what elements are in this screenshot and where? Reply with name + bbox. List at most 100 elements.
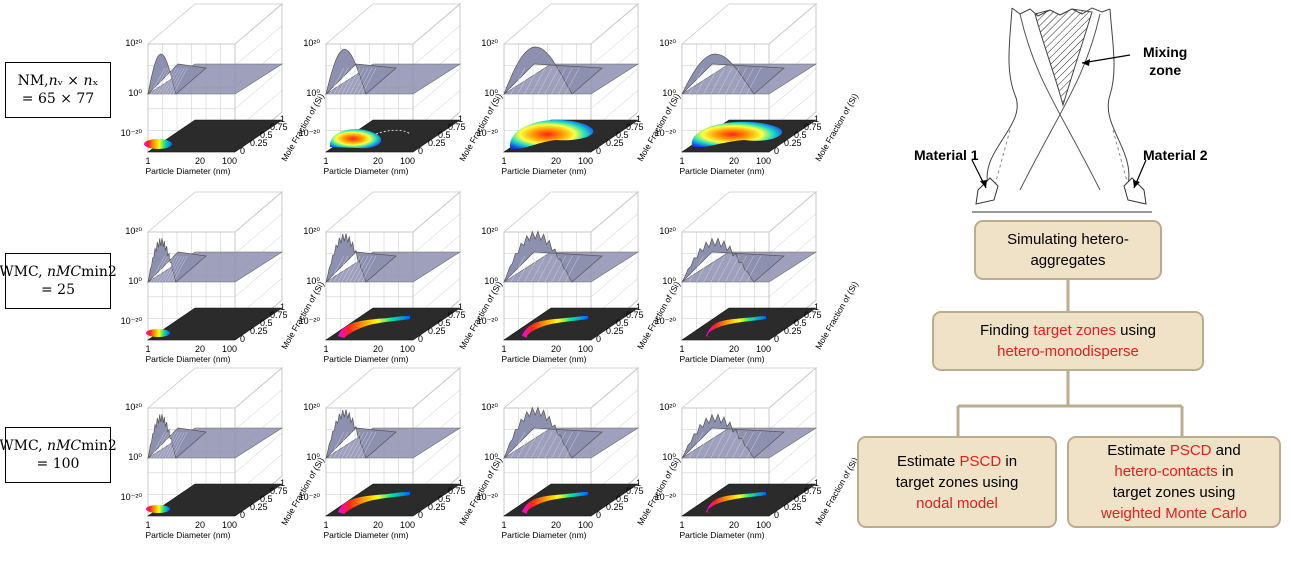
svg-text:0.25: 0.25	[250, 138, 268, 148]
svg-text:10⁰: 10⁰	[662, 88, 676, 98]
svg-text:Particle Diameter (nm): Particle Diameter (nm)	[323, 530, 408, 540]
svg-text:100: 100	[400, 344, 415, 354]
highlight-target-zones: target zones	[1033, 322, 1116, 339]
svg-text:10⁰: 10⁰	[306, 452, 320, 462]
row-label-line: = 65 × 77	[21, 91, 95, 107]
svg-text:10⁻²⁰: 10⁻²⁰	[299, 128, 321, 138]
row-label-line: = 25	[41, 282, 75, 298]
svg-text:0.75: 0.75	[270, 486, 288, 496]
svg-text:0.25: 0.25	[428, 138, 446, 148]
mixing-zone	[1034, 8, 1093, 107]
svg-text:100: 100	[578, 156, 593, 166]
svg-text:1: 1	[323, 156, 328, 166]
svg-text:1: 1	[458, 114, 463, 124]
svg-text:20: 20	[729, 344, 739, 354]
svg-text:20: 20	[551, 520, 561, 530]
svg-text:0: 0	[240, 334, 245, 344]
svg-text:10⁰: 10⁰	[128, 452, 142, 462]
row-label-line: WMC, 𝑛𝑀𝐶min2	[0, 438, 117, 454]
svg-text:10⁰: 10⁰	[128, 276, 142, 286]
svg-text:1: 1	[679, 156, 684, 166]
svg-text:10²⁰: 10²⁰	[125, 402, 142, 412]
svg-text:0.75: 0.75	[626, 310, 644, 320]
svg-text:Particle Diameter (nm): Particle Diameter (nm)	[679, 166, 764, 176]
svg-text:0.5: 0.5	[794, 130, 807, 140]
flow-box-simulating: Simulating hetero- aggregates	[974, 220, 1162, 280]
svg-text:0.75: 0.75	[804, 486, 822, 496]
svg-text:10⁰: 10⁰	[484, 88, 498, 98]
svg-text:10⁻²⁰: 10⁻²⁰	[121, 316, 143, 326]
highlight-nodal-model: nodal model	[916, 494, 998, 512]
mixing-zone-label: Mixing zone	[1143, 44, 1188, 78]
svg-text:0.5: 0.5	[438, 318, 451, 328]
svg-text:Particle Diameter (nm): Particle Diameter (nm)	[145, 354, 230, 364]
svg-text:10⁻²⁰: 10⁻²⁰	[655, 316, 677, 326]
svg-text:1: 1	[679, 344, 684, 354]
svg-text:10⁰: 10⁰	[484, 452, 498, 462]
svg-text:10²⁰: 10²⁰	[303, 38, 320, 48]
svg-text:0: 0	[596, 510, 601, 520]
svg-text:0.5: 0.5	[616, 130, 629, 140]
highlight-hetero-contacts: hetero-contacts	[1114, 463, 1218, 480]
svg-text:10²⁰: 10²⁰	[303, 226, 320, 236]
svg-text:100: 100	[222, 156, 237, 166]
svg-text:10⁻²⁰: 10⁻²⁰	[477, 316, 499, 326]
svg-text:1: 1	[501, 156, 506, 166]
highlight-pscd: PSCD	[959, 452, 1002, 470]
svg-text:20: 20	[195, 344, 205, 354]
svg-text:1: 1	[145, 344, 150, 354]
row-label-line: NM,𝑛ᵥ × 𝑛ₓ	[17, 73, 99, 89]
svg-text:1: 1	[280, 302, 285, 312]
svg-text:0.75: 0.75	[448, 486, 466, 496]
svg-text:Particle Diameter (nm): Particle Diameter (nm)	[323, 354, 408, 364]
material2-label: Material 2	[1143, 147, 1208, 163]
svg-text:1: 1	[814, 478, 819, 488]
svg-text:100: 100	[578, 520, 593, 530]
svg-text:1: 1	[280, 478, 285, 488]
svg-text:100: 100	[400, 156, 415, 166]
svg-text:1: 1	[145, 520, 150, 530]
svg-text:0.5: 0.5	[794, 494, 807, 504]
svg-text:10⁻²⁰: 10⁻²⁰	[121, 128, 143, 138]
svg-text:Particle Diameter (nm): Particle Diameter (nm)	[679, 530, 764, 540]
svg-text:0.25: 0.25	[606, 502, 624, 512]
svg-text:0.75: 0.75	[626, 486, 644, 496]
highlight-pscd: PSCD	[1169, 442, 1212, 459]
svg-text:0.5: 0.5	[438, 494, 451, 504]
svg-text:1: 1	[636, 302, 641, 312]
svg-text:0.75: 0.75	[448, 310, 466, 320]
svg-text:20: 20	[551, 156, 561, 166]
svg-text:Particle Diameter (nm): Particle Diameter (nm)	[145, 166, 230, 176]
svg-text:0: 0	[240, 510, 245, 520]
svg-text:0: 0	[774, 334, 779, 344]
svg-text:10⁻²⁰: 10⁻²⁰	[121, 492, 143, 502]
svg-text:10⁻²⁰: 10⁻²⁰	[477, 492, 499, 502]
svg-text:0.5: 0.5	[794, 318, 807, 328]
svg-text:10⁰: 10⁰	[662, 276, 676, 286]
svg-text:1: 1	[814, 114, 819, 124]
svg-text:10⁻²⁰: 10⁻²⁰	[477, 128, 499, 138]
svg-text:1: 1	[501, 344, 506, 354]
svg-text:0: 0	[418, 334, 423, 344]
svg-text:0.25: 0.25	[250, 502, 268, 512]
svg-text:0.5: 0.5	[616, 494, 629, 504]
svg-text:0.5: 0.5	[438, 130, 451, 140]
svg-text:10⁰: 10⁰	[484, 276, 498, 286]
highlight-weighted-monte-carlo: weighted Monte Carlo	[1101, 505, 1247, 522]
svg-text:20: 20	[373, 520, 383, 530]
svg-text:1: 1	[679, 520, 684, 530]
jet-left	[1019, 13, 1101, 191]
svg-text:1: 1	[458, 478, 463, 488]
row-label-wmc-100: WMC, 𝑛𝑀𝐶min2 = 100	[0, 427, 117, 483]
svg-text:0: 0	[596, 334, 601, 344]
svg-text:1: 1	[280, 114, 285, 124]
svg-text:10²⁰: 10²⁰	[481, 226, 498, 236]
svg-text:100: 100	[222, 520, 237, 530]
svg-text:10²⁰: 10²⁰	[659, 38, 676, 48]
flow-box-nodal-model: Estimate PSCD in target zones using noda…	[857, 436, 1057, 528]
svg-text:0.25: 0.25	[784, 138, 802, 148]
